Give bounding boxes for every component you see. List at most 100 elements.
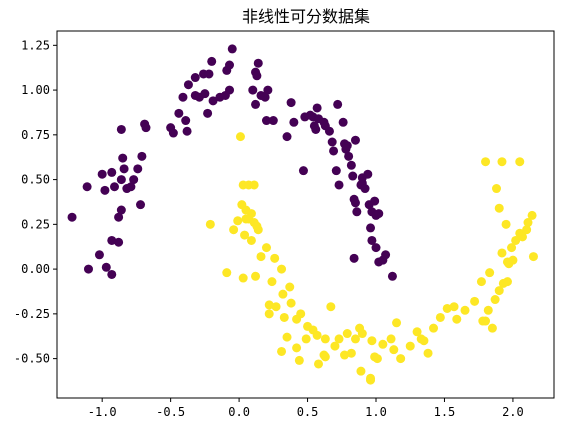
scatter-point-class-1 (312, 330, 322, 340)
scatter-point-class-0 (289, 117, 299, 127)
scatter-point-class-1 (277, 346, 287, 356)
y-tick-label: 1.25 (21, 38, 50, 52)
scatter-point-class-0 (286, 98, 296, 108)
scatter-point-class-1 (501, 219, 511, 229)
scatter-point-class-0 (101, 262, 111, 272)
scatter-point-class-1 (442, 303, 452, 313)
scatter-point-class-1 (357, 329, 367, 339)
scatter-point-class-1 (396, 354, 406, 364)
y-tick-label: 0.00 (21, 262, 50, 276)
scatter-point-class-0 (350, 135, 360, 145)
scatter-point-class-1 (386, 334, 396, 344)
scatter-point-class-1 (494, 203, 504, 213)
scatter-point-class-0 (261, 116, 271, 126)
scatter-point-class-0 (114, 237, 124, 247)
scatter-point-class-1 (356, 366, 366, 376)
scatter-point-class-1 (483, 305, 493, 315)
scatter-point-class-0 (387, 271, 397, 281)
scatter-point-class-1 (449, 302, 459, 312)
x-tick-label: 0.5 (297, 405, 319, 419)
scatter-point-class-1 (490, 295, 500, 305)
scatter-point-class-1 (378, 339, 388, 349)
scatter-point-class-0 (133, 164, 143, 174)
scatter-point-class-1 (460, 305, 470, 315)
scatter-point-class-0 (331, 166, 341, 176)
scatter-point-class-1 (229, 225, 239, 235)
scatter-point-class-1 (278, 289, 288, 299)
scatter-point-class-0 (253, 58, 263, 68)
scatter-point-class-1 (492, 184, 501, 194)
scatter-point-class-0 (333, 99, 343, 109)
x-tick-label: 1.5 (434, 405, 456, 419)
scatter-point-class-0 (141, 123, 151, 133)
scatter-point-class-0 (116, 205, 126, 215)
scatter-point-class-0 (346, 160, 356, 170)
scatter-point-class-0 (126, 182, 136, 192)
scatter-point-class-1 (522, 225, 532, 235)
y-tick-label: 1.00 (21, 83, 50, 97)
scatter-point-class-0 (204, 69, 214, 79)
scatter-point-class-0 (309, 121, 319, 131)
scatter-point-class-0 (327, 137, 337, 147)
scatter-point-class-1 (429, 323, 439, 333)
scatter-point-class-0 (367, 235, 377, 245)
scatter-point-class-1 (481, 157, 491, 167)
scatter-point-class-0 (349, 194, 359, 204)
scatter-point-class-0 (252, 71, 262, 81)
scatter-point-class-1 (282, 332, 292, 342)
scatter-point-class-1 (286, 298, 296, 308)
scatter-point-class-0 (312, 103, 322, 113)
plot-frame (56, 30, 555, 399)
scatter-point-class-1 (279, 312, 289, 322)
scatter-point-class-1 (366, 373, 376, 383)
scatter-point-class-0 (348, 171, 358, 181)
scatter-point-class-0 (357, 173, 367, 183)
scatter-point-class-0 (207, 56, 217, 66)
scatter-point-class-0 (107, 167, 117, 177)
scatter-point-class-0 (183, 80, 193, 90)
scatter-point-class-1 (419, 336, 429, 346)
scatter-point-class-0 (178, 92, 188, 102)
scatter-point-class-0 (129, 175, 139, 185)
scatter-point-class-0 (118, 153, 128, 163)
scatter-point-class-1 (326, 302, 336, 312)
scatter-point-class-0 (208, 96, 218, 106)
scatter-point-class-1 (497, 157, 507, 167)
scatter-point-class-1 (502, 277, 512, 287)
scatter-point-class-0 (251, 99, 261, 109)
scatter-point-class-0 (341, 144, 351, 154)
scatter-point-class-1 (222, 268, 232, 278)
scatter-point-class-0 (136, 200, 146, 210)
scatter-point-class-1 (497, 248, 507, 258)
scatter-point-class-1 (238, 273, 248, 283)
scatter-point-class-0 (67, 212, 77, 222)
x-tick-label: 0.0 (228, 405, 250, 419)
scatter-point-class-0 (371, 243, 381, 253)
axes-layer: -1.0 -0.5 0.0 0.5 1.0 1.5 2.0 -0.50 -0.25 0.00 0.2… (14, 38, 524, 419)
scatter-point-class-1 (470, 296, 480, 306)
scatter-point-class-0 (370, 196, 380, 206)
scatter-point-class-0 (248, 85, 258, 95)
scatter-point-class-1 (342, 329, 352, 339)
scatter-point-class-1 (292, 314, 302, 324)
scatter-point-class-0 (97, 169, 107, 179)
scatter-point-class-1 (285, 282, 295, 292)
scatter-point-class-0 (282, 132, 292, 142)
scatter-point-class-1 (301, 334, 311, 344)
y-tick-label: -0.50 (14, 352, 50, 366)
scatter-point-class-0 (181, 116, 191, 126)
points-layer (67, 44, 538, 385)
scatter-point-class-1 (264, 309, 274, 319)
scatter-point-class-0 (107, 235, 117, 245)
scatter-point-class-1 (452, 314, 462, 324)
scatter-point-class-1 (251, 271, 261, 281)
scatter-point-class-1 (435, 312, 445, 322)
y-tick-label: -0.25 (14, 307, 50, 321)
scatter-point-class-1 (246, 209, 256, 219)
scatter-point-class-0 (100, 185, 110, 195)
scatter-point-class-0 (190, 73, 200, 83)
scatter-point-class-1 (346, 348, 356, 358)
scatter-point-class-1 (249, 180, 259, 190)
scatter-point-class-0 (381, 250, 391, 260)
